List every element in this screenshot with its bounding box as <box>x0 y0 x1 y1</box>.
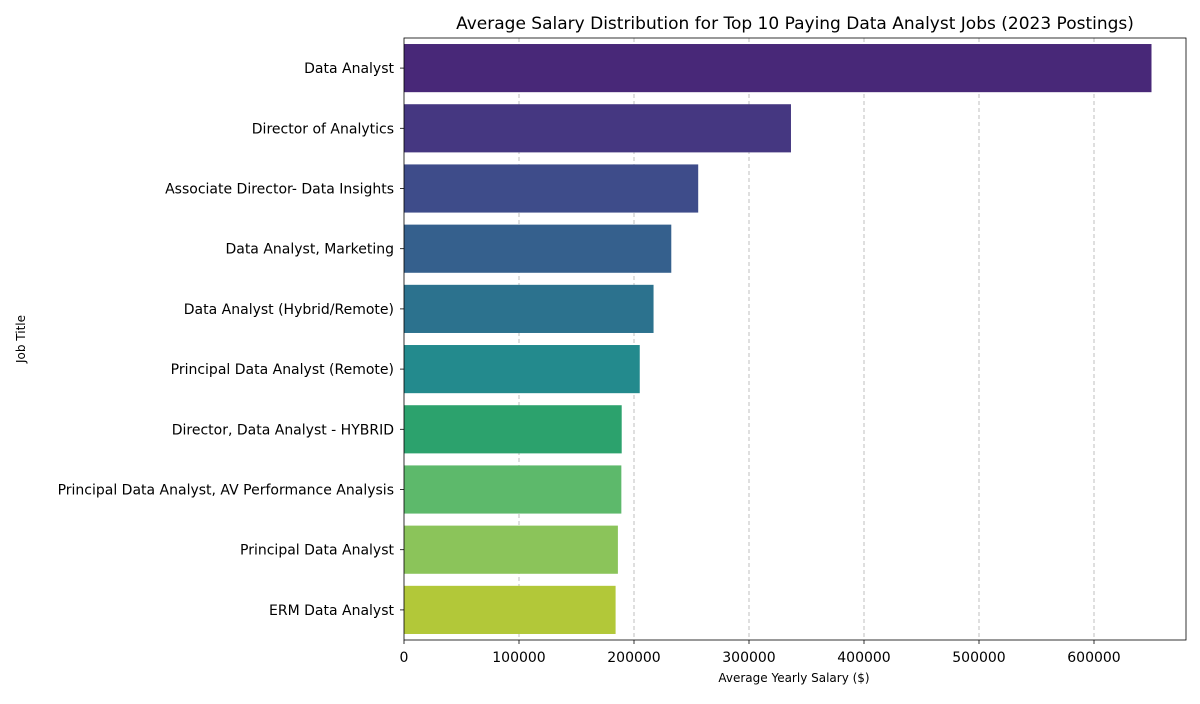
y-tick-label: Director of Analytics <box>252 121 394 137</box>
bar <box>404 44 1152 93</box>
bar <box>404 585 616 634</box>
bars <box>404 44 1152 634</box>
y-tick-label: Principal Data Analyst (Remote) <box>171 362 394 378</box>
y-axis-label: Job Title <box>14 315 28 364</box>
x-tick-label: 100000 <box>492 650 545 666</box>
bar <box>404 224 672 273</box>
plot-border <box>403 37 1187 641</box>
bar <box>404 345 640 394</box>
y-tick-label: Director, Data Analyst - HYBRID <box>172 422 394 438</box>
x-tick-label: 500000 <box>952 650 1005 666</box>
y-tick-label: Data Analyst <box>304 61 394 77</box>
chart-title: Average Salary Distribution for Top 10 P… <box>456 14 1134 34</box>
y-tick-label: Data Analyst (Hybrid/Remote) <box>184 302 394 318</box>
x-tick-label: 0 <box>400 650 409 666</box>
y-tick-label: ERM Data Analyst <box>269 603 394 619</box>
bar <box>404 104 791 153</box>
y-tick-label: Principal Data Analyst, AV Performance A… <box>58 483 394 499</box>
x-tick-label: 200000 <box>607 650 660 666</box>
x-tick-label: 300000 <box>722 650 775 666</box>
plot-frame <box>403 37 1187 641</box>
x-axis-label: Average Yearly Salary ($) <box>718 671 869 685</box>
x-tick-label: 400000 <box>837 650 890 666</box>
x-tick-label: 600000 <box>1067 650 1120 666</box>
y-tick-label: Data Analyst, Marketing <box>225 242 394 258</box>
bar <box>404 465 622 514</box>
bar <box>404 525 618 574</box>
x-tick-labels: 0 100000 200000 300000 400000 500000 600000 <box>400 640 1121 666</box>
y-tick-label: Principal Data Analyst <box>240 543 394 559</box>
bar <box>404 405 622 454</box>
y-tick-labels: Data Analyst Director of Analytics Associa… <box>58 61 404 619</box>
bar <box>404 164 699 213</box>
y-tick-label: Associate Director- Data Insights <box>165 182 394 198</box>
bar <box>404 284 654 333</box>
